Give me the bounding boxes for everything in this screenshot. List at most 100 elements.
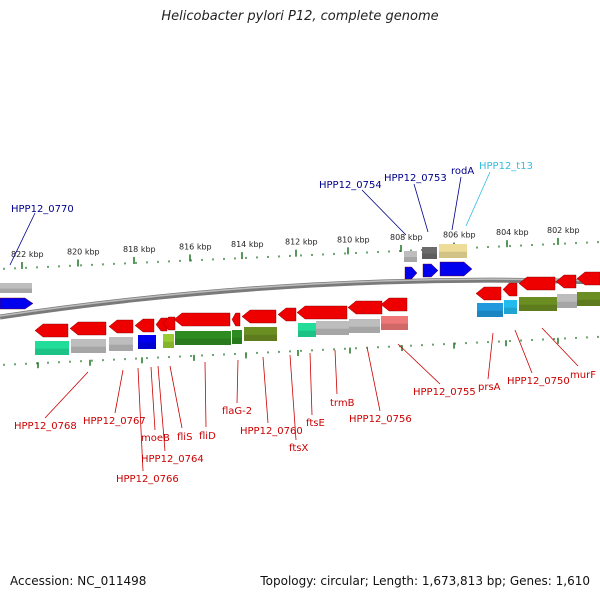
gene-label: HPP12_0766 — [116, 474, 179, 485]
scale-tick-label: 810 kbp — [337, 235, 370, 244]
gene-label: flaG-2 — [222, 406, 252, 417]
feature-cog-box-shade — [381, 323, 408, 330]
feature-cog-box — [163, 334, 174, 348]
gene-label: trmB — [330, 398, 355, 409]
scale-tick-label: 804 kbp — [496, 228, 529, 237]
gene-arrow-reverse — [277, 307, 297, 322]
feature-cog-box — [422, 247, 437, 259]
gene-arrow-forward — [0, 297, 34, 310]
feature-cog-box-shade — [439, 251, 467, 258]
feature-cog-box — [35, 341, 69, 355]
feature-cog-box — [316, 321, 349, 335]
leader-line — [334, 349, 338, 395]
leader-line — [262, 356, 269, 424]
scale-ticks-top — [3, 237, 599, 270]
gene-arrow-reverse — [296, 305, 348, 320]
gene-label: HPP12_0764 — [141, 454, 204, 465]
gene-arrow-reverse — [162, 316, 176, 331]
scale-tick-labels: 822 kbp 820 kbp 818 kbp 816 kbp 814 kbp 812 k… — [11, 226, 580, 259]
feature-cog-box — [175, 331, 231, 345]
scale-ticks-bottom — [3, 335, 599, 369]
genome-backbone — [0, 277, 600, 320]
feature-cog-box-shade — [163, 341, 174, 348]
feature-cog-box — [298, 323, 316, 337]
feature-cog-box-shade — [35, 348, 69, 355]
leader-line — [137, 367, 144, 472]
gene-label: fliS — [177, 432, 192, 443]
feature-cog-box — [577, 292, 600, 306]
gene-arrow-reverse — [518, 276, 556, 291]
gene-arrow-reverse — [502, 282, 518, 297]
scale-tick-label: 814 kbp — [231, 240, 264, 249]
genome-backbone-highlight — [0, 278, 600, 317]
leader-line — [204, 361, 207, 428]
leader-line — [541, 327, 579, 367]
leader-line — [9, 212, 36, 266]
scale-tick-label: 812 kbp — [285, 238, 318, 247]
accession-text: Accession: NC_011498 — [10, 574, 147, 588]
feature-cog-box-shade — [71, 346, 106, 353]
feature-cog-box — [504, 300, 517, 314]
leader-line — [366, 346, 381, 412]
feature-cog-box-shade — [422, 253, 437, 259]
gene-label: HPP12_0756 — [349, 414, 412, 425]
feature-cog-box — [244, 327, 277, 341]
feature-cog-box — [71, 339, 106, 353]
gene-arrow-reverse — [69, 321, 107, 336]
gene-arrow-reverse — [108, 319, 134, 334]
gene-label: HPP12_0753 — [384, 173, 447, 184]
feature-cog-box — [519, 297, 557, 311]
gene-label: HPP12_0760 — [240, 426, 303, 437]
leader-line — [397, 343, 441, 385]
gene-features — [0, 244, 600, 355]
gene-label: fliD — [199, 431, 216, 442]
feature-cog-box — [138, 335, 156, 349]
gene-arrow-reverse — [134, 318, 155, 333]
scale-tick-label: 818 kbp — [123, 245, 156, 254]
feature-cog-box-shade — [477, 310, 503, 317]
leader-line — [169, 365, 183, 429]
gene-label: murF — [570, 370, 596, 381]
genome-title: Helicobacter pylori P12, complete genome — [161, 9, 439, 24]
scale-tick-label: 802 kbp — [547, 226, 580, 235]
gene-arrow-reverse — [347, 300, 383, 315]
leader-line — [487, 332, 494, 380]
gene-label: HPP12_0767 — [83, 416, 146, 427]
feature-cog-box-shade — [0, 288, 32, 293]
leader-line — [309, 352, 313, 416]
gene-label: moeB — [141, 433, 170, 444]
gene-arrow-reverse — [155, 317, 168, 332]
feature-cog-box-shade — [298, 330, 316, 337]
gene-arrow-forward — [439, 261, 473, 277]
feature-cog-box-shade — [577, 299, 600, 306]
gene-label: HPP12_0755 — [413, 387, 476, 398]
gene-label: ftsX — [289, 443, 308, 454]
gene-arrow-reverse — [475, 286, 502, 301]
leader-line — [44, 371, 89, 419]
gene-label: HPP12_0750 — [507, 376, 570, 387]
feature-cog-box — [349, 319, 380, 333]
leader-line — [451, 176, 462, 231]
gene-label: ftsE — [306, 418, 325, 429]
gene-arrow-reverse — [34, 323, 69, 338]
feature-cog-box-shade — [557, 301, 577, 308]
gene-arrow-reverse — [241, 309, 277, 324]
feature-cog-box — [439, 244, 467, 258]
scale-tick-label: 808 kbp — [390, 233, 423, 242]
feature-cog-box — [381, 316, 408, 330]
gene-label: HPP12_t13 — [479, 161, 533, 172]
leader-line — [413, 183, 429, 233]
gene-arrow-forward — [422, 263, 439, 278]
feature-cog-box — [477, 303, 503, 317]
gene-label: HPP12_0754 — [319, 180, 382, 191]
gene-label: HPP12_0768 — [14, 421, 77, 432]
feature-cog-box-shade — [232, 337, 242, 344]
genome-info-text: Topology: circular; Length: 1,673,813 bp… — [260, 574, 590, 588]
gene-label: HPP12_0770 — [11, 204, 74, 215]
feature-cog-box — [404, 251, 417, 262]
feature-cog-box-shade — [109, 344, 133, 351]
leader-line — [289, 354, 297, 441]
gene-label: prsA — [478, 382, 501, 393]
